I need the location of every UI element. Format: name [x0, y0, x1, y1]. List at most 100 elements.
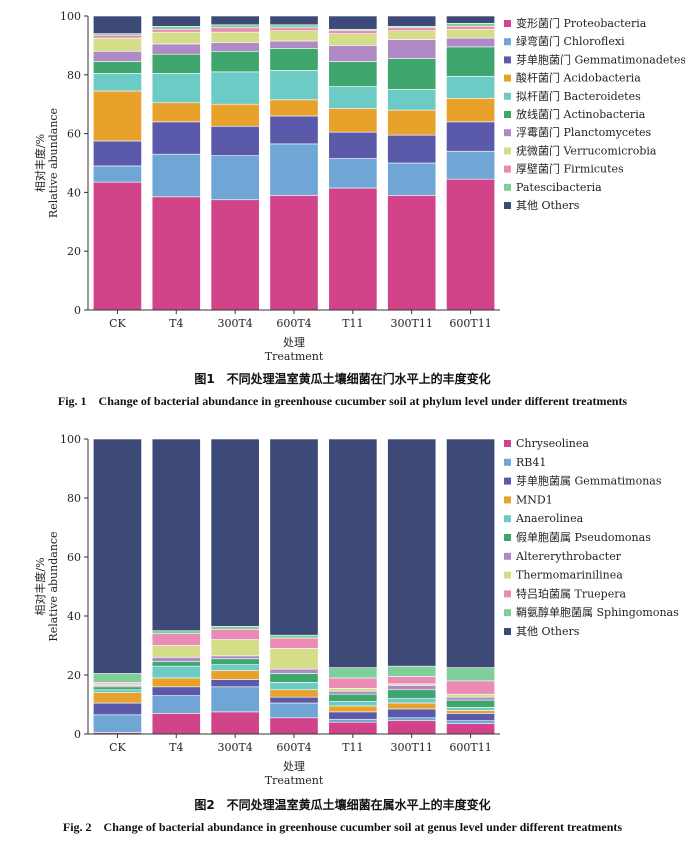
legend-swatch: [504, 590, 511, 598]
bar-segment: [328, 705, 378, 713]
bar-segment: [151, 677, 201, 688]
bar-segment: [92, 73, 142, 92]
legend-swatch: [504, 458, 511, 466]
chart-genus: 0 20 40 60 80 100 CK T4 300T4 600T4 T11 300T11 600T1…: [33, 433, 679, 787]
x-tick-label: 600T4: [276, 741, 311, 754]
figure-1-caption-en: Fig. 1 Change of bacterial abundance in …: [57, 394, 628, 408]
bar-segment: [269, 689, 319, 698]
legend-swatch: [504, 609, 511, 617]
bar-segment: [151, 31, 201, 45]
bar-segment: [387, 39, 437, 59]
legend-label: 厚壁菌门 Firmicutes: [516, 162, 624, 176]
y-tick-label: 60: [67, 128, 81, 141]
bar-segment: [446, 680, 496, 695]
bar-segment: [446, 438, 496, 668]
bar-segment: [151, 686, 201, 696]
bar-segment: [328, 677, 378, 689]
bar-segment: [269, 682, 319, 691]
bar-segment: [446, 696, 496, 701]
bar-segment: [446, 720, 496, 724]
bar-segment: [210, 679, 260, 688]
bar-segment: [446, 667, 496, 682]
bar-segment: [328, 33, 378, 46]
bar-segment: [269, 717, 319, 735]
legend-swatch: [504, 147, 511, 155]
bar-segment: [269, 696, 319, 704]
legend-label: 疣微菌门 Verrucomicrobia: [516, 143, 657, 157]
bar-segment: [210, 103, 260, 127]
bar-segment: [269, 143, 319, 196]
y-tick-label: 100: [60, 10, 81, 23]
bar-segment: [269, 30, 319, 42]
legend-swatch: [504, 20, 511, 27]
x-axis-title-cn: 处理: [283, 336, 305, 349]
bar-segment: [387, 195, 437, 311]
bar-segment: [210, 711, 260, 735]
bar-segment: [446, 15, 496, 24]
bar-segment: [269, 70, 319, 101]
bar-segment: [269, 24, 319, 29]
x-tick-label: 300T11: [391, 741, 433, 754]
y-tick-label: 80: [67, 492, 81, 505]
bar-segment: [151, 43, 201, 55]
bar-segment: [446, 693, 496, 698]
bar-segment: [328, 690, 378, 695]
y-tick-label: 40: [67, 186, 81, 199]
bar-segment: [92, 181, 142, 311]
bar-segment: [446, 710, 496, 714]
bar-segment: [328, 45, 378, 62]
x-tick-label: T4: [169, 317, 183, 330]
bar-segment: [269, 115, 319, 145]
bar-segment: [210, 686, 260, 713]
legend-label: 浮霉菌门 Planctomycetes: [516, 125, 652, 139]
bar-segment: [151, 665, 201, 679]
bar-segment: [269, 99, 319, 117]
bar-segment: [210, 664, 260, 671]
legend-swatch: [504, 111, 511, 118]
bar-segment: [446, 98, 496, 123]
legend-swatch: [504, 515, 511, 523]
y-tick-label: 80: [67, 69, 81, 82]
bar-segment: [328, 693, 378, 702]
bar-segment: [210, 155, 260, 201]
bar-segment: [92, 15, 142, 34]
bar-segment: [92, 686, 142, 691]
bar-segment: [151, 121, 201, 155]
bar-segment: [151, 153, 201, 198]
bar-segment: [210, 628, 260, 640]
bar-segment: [92, 140, 142, 167]
bar-segment: [446, 121, 496, 152]
bar-segment: [151, 661, 201, 667]
bar-segment: [446, 178, 496, 311]
legend-swatch: [504, 92, 511, 100]
bar-segment: [210, 658, 260, 665]
bar-segment: [446, 23, 496, 27]
bar-segment: [446, 25, 496, 30]
bar-segment: [92, 37, 142, 52]
legend-label: 绿弯菌门 Chloroflexi: [516, 34, 625, 48]
bar-segment: [328, 718, 378, 723]
bar-segment: [328, 687, 378, 692]
legend-swatch: [504, 129, 511, 137]
bar-segment: [210, 125, 260, 156]
bar-segment: [92, 689, 142, 693]
x-tick-label: 600T11: [449, 741, 491, 754]
bar-segment: [210, 626, 260, 630]
bar-segment: [210, 50, 260, 73]
bar-segment: [210, 27, 260, 33]
bar-segment: [387, 698, 437, 704]
bar-segment: [151, 25, 201, 30]
figure-2-caption-en: Fig. 2 Change of bacterial abundance in …: [62, 820, 623, 834]
bar-segment: [387, 27, 437, 32]
bar-segment: [151, 102, 201, 123]
bar-segment: [446, 713, 496, 722]
bar-segment: [328, 15, 378, 30]
bar-segment: [92, 165, 142, 183]
x-tick-label: CK: [109, 741, 126, 754]
bar-segment: [210, 655, 260, 660]
bar-segment: [92, 61, 142, 74]
legend-swatch: [504, 165, 511, 173]
legend-swatch: [504, 183, 511, 191]
bar-segment: [210, 71, 260, 105]
